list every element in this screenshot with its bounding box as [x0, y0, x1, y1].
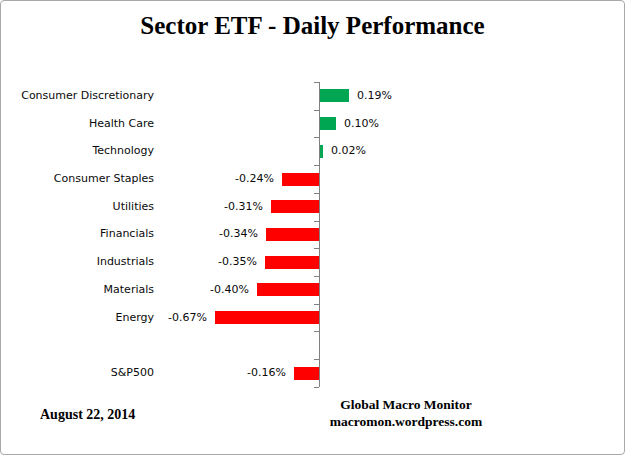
axis-tick — [314, 193, 319, 194]
bar-industrials — [265, 256, 319, 269]
bar-health-care — [320, 117, 336, 130]
category-label: Consumer Discretionary — [1, 89, 154, 102]
value-label: 0.19% — [357, 89, 392, 102]
category-label: Technology — [1, 144, 154, 157]
axis-tick — [314, 248, 319, 249]
value-label: 0.10% — [344, 117, 379, 130]
bar-utilities — [271, 200, 319, 213]
bar-consumer-staples — [282, 173, 319, 186]
axis-tick — [314, 82, 319, 83]
axis-tick — [314, 165, 319, 166]
source-url: macromon.wordpress.com — [321, 414, 491, 431]
axis-tick — [314, 387, 319, 388]
chart-frame: Sector ETF - Daily Performance Consumer … — [0, 0, 625, 455]
value-label: -0.35% — [1, 255, 257, 268]
bar-financials — [266, 228, 319, 241]
axis-tick — [314, 137, 319, 138]
axis-tick — [314, 304, 319, 305]
value-label: -0.40% — [1, 283, 249, 296]
value-label: -0.34% — [1, 227, 258, 240]
footer-date: August 22, 2014 — [40, 407, 135, 423]
value-label: -0.24% — [1, 172, 274, 185]
category-label: Health Care — [1, 117, 154, 130]
axis-tick — [314, 331, 319, 332]
axis-tick — [314, 221, 319, 222]
source-name: Global Macro Monitor — [321, 397, 491, 414]
bar-energy — [215, 311, 319, 324]
value-label: -0.16% — [1, 366, 286, 379]
value-label: -0.31% — [1, 200, 263, 213]
bar-technology — [320, 145, 323, 158]
axis-tick — [314, 359, 319, 360]
value-label: -0.67% — [1, 311, 207, 324]
value-label: 0.02% — [331, 144, 366, 157]
bar-s-p500 — [294, 367, 319, 380]
axis-tick — [314, 276, 319, 277]
plot-area: Consumer Discretionary 0.19% Health Care 0.… — [1, 1, 625, 455]
axis-tick — [314, 110, 319, 111]
bar-consumer-discretionary — [320, 89, 349, 102]
bar-materials — [257, 283, 319, 296]
footer-source: Global Macro Monitor macromon.wordpress.… — [321, 397, 491, 430]
